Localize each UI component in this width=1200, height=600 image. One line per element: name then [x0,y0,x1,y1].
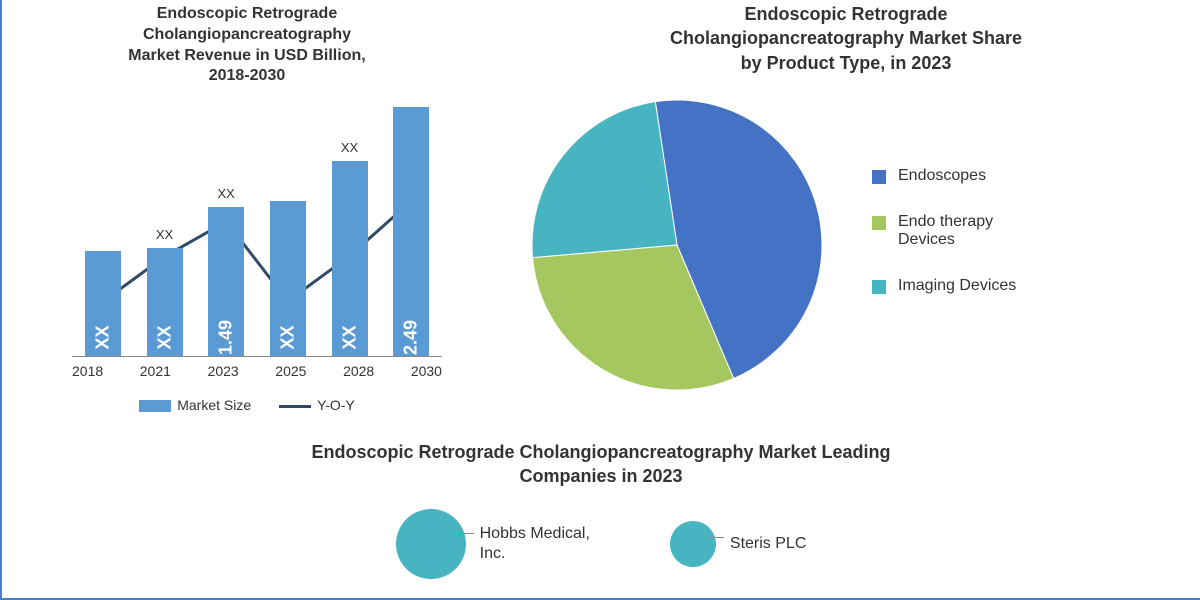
bar-value-label: XX [339,326,360,350]
legend-swatch [872,280,886,294]
yoy-line [72,97,442,356]
bar-value-label: XX [277,326,298,350]
bar: XXXX [147,248,183,356]
pie-slice [532,102,677,258]
x-tick-label: 2018 [72,363,103,379]
bar-top-label: XX [217,186,234,201]
companies-panel: Endoscopic Retrograde Cholangiopancreato… [2,440,1200,579]
bar-top-label: XX [341,140,358,155]
pie-chart-title: Endoscopic RetrogradeCholangiopancreatog… [512,2,1180,75]
company-item: Hobbs Medical,Inc. [396,509,590,579]
legend-label: Endo therapyDevices [898,213,993,249]
bar-value-label: 1.49 [216,320,237,355]
pie-legend-item: Endoscopes [872,167,1016,185]
legend-yoy: Y-O-Y [279,397,355,413]
legend-market-size: Market Size [139,397,251,413]
pie-chart-plot [512,95,842,395]
pie-chart-legend: Endoscopes Endo therapyDevices Imaging Dev… [872,167,1016,323]
bar-value-label: 2.49 [401,320,422,355]
company-bubble [396,509,466,579]
company-bubble [670,521,716,567]
legend-bar-label: Market Size [177,397,251,413]
bar-chart-plot: XXXXXX1.49XXXXXXXX2.49 [72,97,442,357]
legend-line-label: Y-O-Y [317,397,355,413]
x-tick-label: 2028 [343,363,374,379]
bar: XXXX [332,161,368,356]
bar-chart-x-axis: 2018 2021 2023 2025 2028 2030 [72,363,442,379]
bar: 2.49 [393,107,429,356]
bar-chart-legend: Market Size Y-O-Y [32,397,462,413]
bar: XX [270,201,306,356]
x-tick-label: 2023 [208,363,239,379]
pie-legend-item: Imaging Devices [872,277,1016,295]
bar: 1.49XX [208,207,244,356]
x-tick-label: 2025 [275,363,306,379]
bar: XX [85,251,121,356]
company-bubbles: Hobbs Medical,Inc. Steris PLC [2,509,1200,579]
company-label: Steris PLC [730,534,806,554]
legend-label: Imaging Devices [898,277,1016,295]
companies-title: Endoscopic Retrograde Cholangiopancreato… [201,440,1001,489]
bar-value-label: XX [154,326,175,350]
bar-line-chart: Endoscopic RetrogradeCholangiopancreatog… [2,0,492,440]
company-label: Hobbs Medical,Inc. [480,524,590,564]
company-item: Steris PLC [670,521,806,567]
legend-swatch [872,170,886,184]
pie-legend-item: Endo therapyDevices [872,213,1016,249]
x-tick-label: 2021 [140,363,171,379]
bar-top-label: XX [156,227,173,242]
x-tick-label: 2030 [411,363,442,379]
legend-swatch [872,216,886,230]
legend-label: Endoscopes [898,167,986,185]
bar-chart-title: Endoscopic RetrogradeCholangiopancreatog… [32,4,462,87]
bar-value-label: XX [92,326,113,350]
pie-chart: Endoscopic RetrogradeCholangiopancreatog… [492,0,1200,440]
